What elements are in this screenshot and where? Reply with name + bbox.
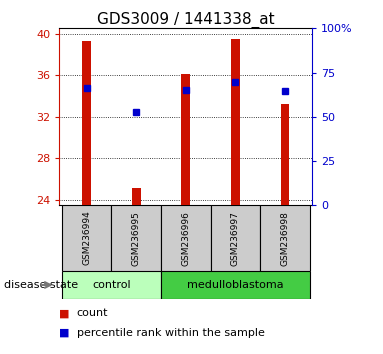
Text: disease state: disease state xyxy=(4,280,78,290)
Bar xyxy=(62,271,161,299)
Text: count: count xyxy=(77,308,108,318)
Title: GDS3009 / 1441338_at: GDS3009 / 1441338_at xyxy=(97,12,275,28)
Bar xyxy=(82,41,91,205)
Bar xyxy=(211,205,260,271)
Bar xyxy=(281,104,289,205)
Text: control: control xyxy=(92,280,131,290)
Text: GSM236995: GSM236995 xyxy=(132,211,141,266)
Bar xyxy=(111,205,161,271)
Text: medulloblastoma: medulloblastoma xyxy=(187,280,284,290)
Bar xyxy=(182,74,190,205)
Bar xyxy=(231,39,240,205)
Text: GSM236997: GSM236997 xyxy=(231,211,240,266)
Text: GSM236994: GSM236994 xyxy=(82,211,91,266)
Text: ■: ■ xyxy=(59,308,70,318)
Bar xyxy=(161,205,211,271)
Bar xyxy=(132,188,141,205)
Text: GSM236996: GSM236996 xyxy=(181,211,190,266)
Bar xyxy=(260,205,310,271)
Bar xyxy=(161,271,310,299)
Text: percentile rank within the sample: percentile rank within the sample xyxy=(77,328,265,338)
Text: GSM236998: GSM236998 xyxy=(280,211,290,266)
Text: ■: ■ xyxy=(59,328,70,338)
Bar xyxy=(62,205,111,271)
